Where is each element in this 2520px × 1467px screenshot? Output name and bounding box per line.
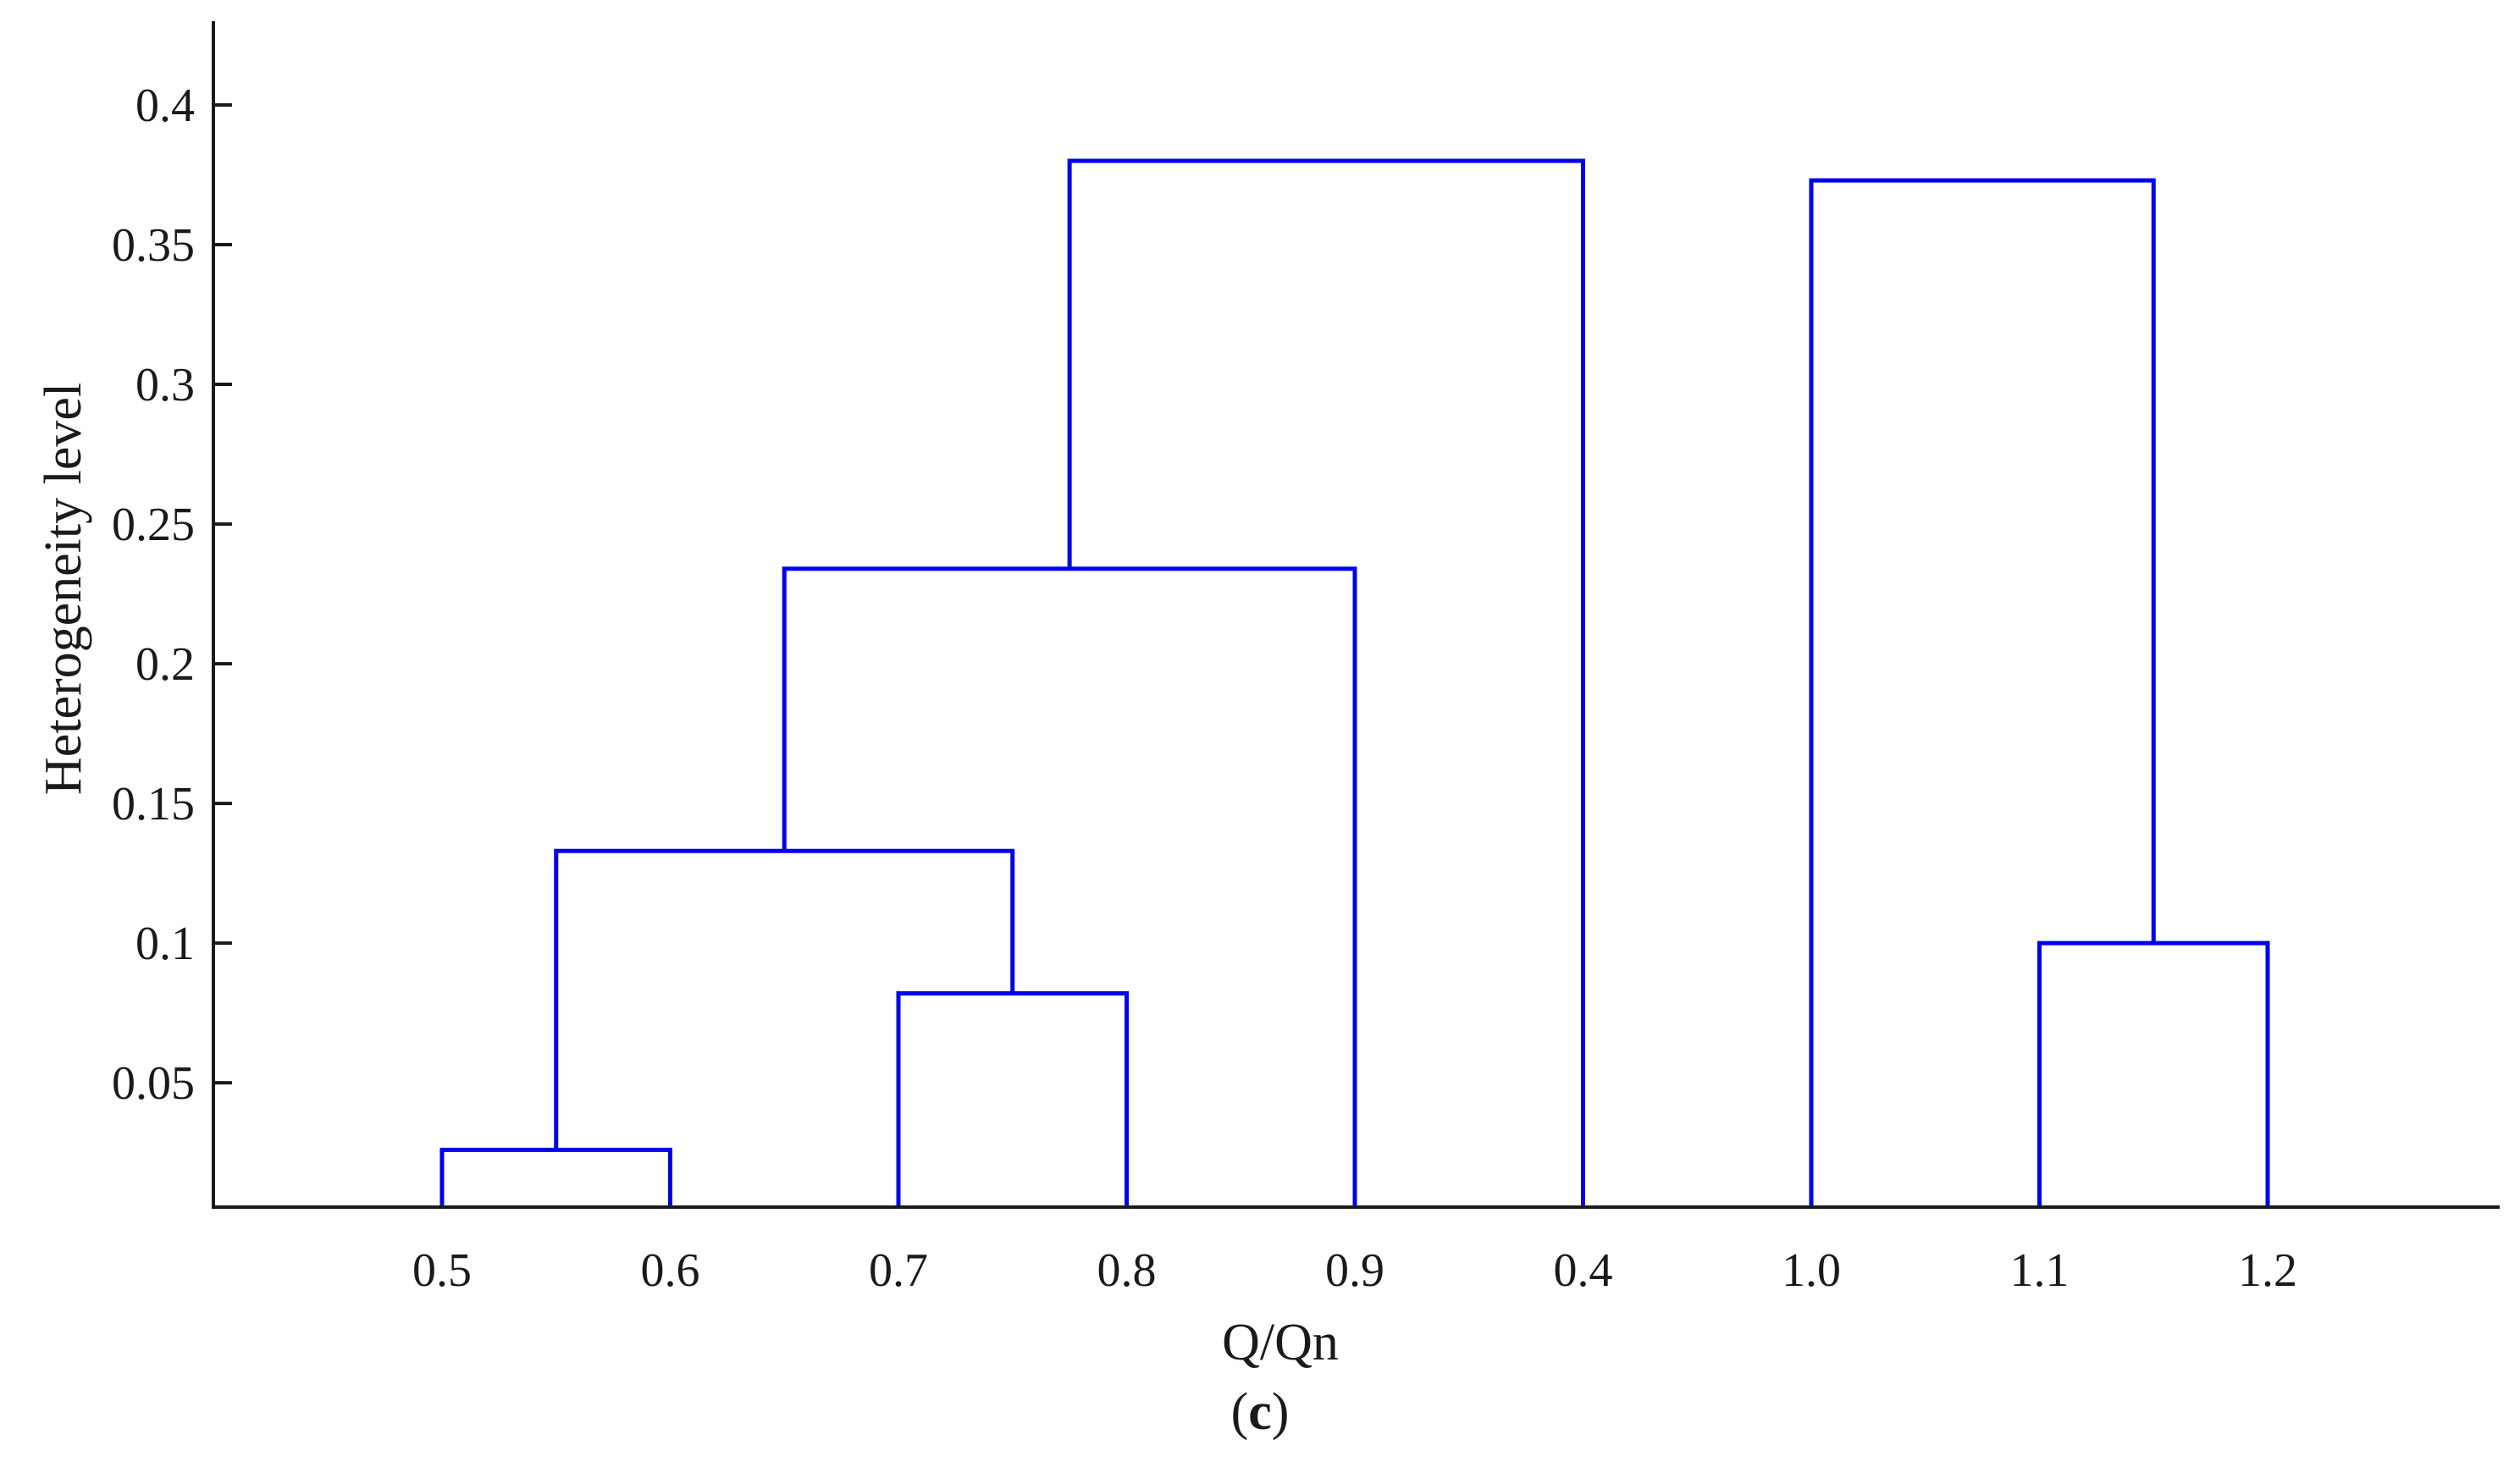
y-tick-label: 0.35 — [112, 219, 195, 272]
panel-label: (c) — [1231, 1383, 1290, 1441]
y-tick-label: 0.2 — [135, 638, 195, 691]
panel-label-close-paren: ) — [1272, 1383, 1290, 1441]
y-tick-label: 0.05 — [112, 1057, 195, 1110]
dendrogram-link — [1067, 158, 1585, 1207]
dendrogram-link — [1809, 178, 2156, 1207]
x-tick-label: 1.2 — [2238, 1244, 2297, 1297]
y-tick-label: 0.1 — [135, 918, 195, 970]
x-tick-label: 0.9 — [1325, 1244, 1384, 1297]
dendrogram-link — [554, 848, 1015, 1150]
y-axis-ticks: 0.05 0.1 0.15 0.2 0.25 0.3 0.35 0.4 — [112, 80, 232, 1110]
y-tick-label: 0.15 — [112, 778, 195, 830]
axes — [212, 21, 2500, 1209]
y-tick-label: 0.25 — [112, 499, 195, 551]
dendrogram-link — [439, 1147, 672, 1207]
x-tick-label: 0.7 — [869, 1244, 928, 1297]
x-tick-label: 1.0 — [1782, 1244, 1841, 1297]
panel-label-letter: c — [1248, 1383, 1272, 1441]
y-axis-title: Heterogeneity level — [35, 383, 92, 795]
dendrogram-links — [439, 158, 2270, 1207]
x-tick-label: 0.5 — [412, 1244, 472, 1297]
x-tick-label: 0.6 — [641, 1244, 700, 1297]
x-tick-label: 1.1 — [2010, 1244, 2070, 1297]
dendrogram-link — [782, 566, 1357, 1207]
axis-lines — [212, 21, 2500, 1209]
y-tick-label: 0.3 — [135, 359, 195, 411]
x-axis-title: Q/Qn — [1222, 1314, 1339, 1371]
dendrogram-link — [2037, 940, 2270, 1207]
x-tick-label: 0.8 — [1097, 1244, 1157, 1297]
x-axis-ticks: 0.5 0.6 0.7 0.8 0.9 0.4 1.0 1.1 1.2 — [412, 1244, 2297, 1297]
dendrogram-link — [896, 991, 1129, 1207]
x-tick-label: 0.4 — [1554, 1244, 1613, 1297]
y-tick-label: 0.4 — [135, 80, 195, 132]
panel-label-open-paren: ( — [1231, 1383, 1249, 1441]
